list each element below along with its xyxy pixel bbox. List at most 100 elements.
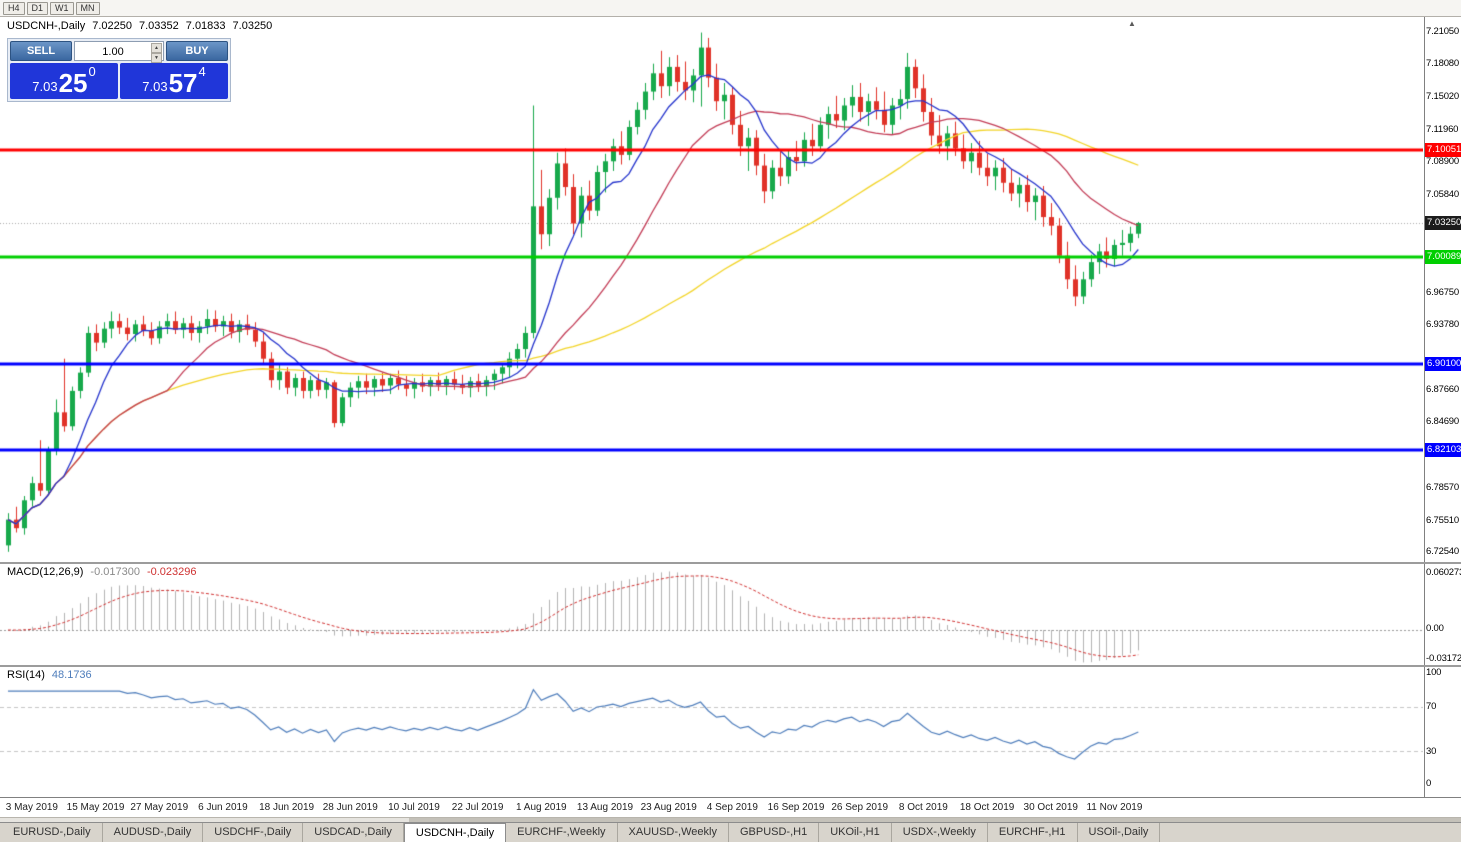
sell-price-main: 7.03 [32, 79, 58, 94]
rsi-axis-70: 70 [1426, 701, 1437, 712]
open-value: 7.02250 [92, 20, 132, 32]
volume-input[interactable] [75, 43, 163, 61]
scrollbar-thumb[interactable] [409, 818, 1461, 822]
buy-button[interactable]: BUY [166, 41, 228, 61]
chart-tab[interactable]: EURUSD-,Daily [2, 823, 103, 842]
one-click-trading-panel: SELL ▲ ▼ BUY 7.03 25 0 7.03 [7, 38, 231, 102]
timeframe-mn-button[interactable]: MN [75, 1, 100, 15]
chart-tab[interactable]: USDX-,Weekly [892, 823, 988, 842]
date-axis-label: 11 Nov 2019 [1086, 802, 1143, 813]
date-axis-label: 23 Aug 2019 [640, 802, 697, 813]
date-axis-label: 26 Sep 2019 [831, 802, 889, 813]
price-axis-label: 7.15020 [1426, 90, 1459, 102]
macd-canvas[interactable] [0, 564, 1423, 665]
price-axis-label: 6.93780 [1426, 318, 1459, 330]
symbol-period-label: USDCNH-,Daily [7, 20, 86, 32]
buy-price-button[interactable]: 7.03 57 4 [120, 63, 228, 99]
macd-label: MACD(12,26,9) -0.017300 -0.023296 [7, 566, 197, 578]
date-axis-label: 18 Oct 2019 [959, 802, 1015, 813]
date-axis-label: 1 Aug 2019 [516, 802, 567, 813]
chart-tab[interactable]: USOil-,Daily [1078, 823, 1161, 842]
chart-tab[interactable]: XAUUSD-,Weekly [618, 823, 729, 842]
rsi-axis-100: 100 [1426, 667, 1442, 678]
chart-tab[interactable]: USDCHF-,Daily [203, 823, 304, 842]
rsi-pane: RSI(14) 48.1736 100 70 30 0 [0, 667, 1461, 797]
chart-title: USDCNH-,Daily 7.02250 7.03352 7.01833 7.… [7, 20, 272, 32]
macd-pane: MACD(12,26,9) -0.017300 -0.023296 0.0602… [0, 564, 1461, 665]
current-price-tag: 7.03250 [1425, 215, 1461, 230]
date-axis-label: 16 Sep 2019 [767, 802, 825, 813]
chart-tabs-bar: EURUSD-,Daily AUDUSD-,Daily USDCHF-,Daily U… [0, 822, 1461, 842]
rsi-canvas[interactable] [0, 667, 1423, 797]
date-axis-label: 27 May 2019 [130, 802, 189, 813]
rsi-axis-0: 0 [1426, 778, 1432, 789]
price-axis-label: 7.11960 [1426, 123, 1459, 135]
chart-tab[interactable]: EURCHF-,H1 [988, 823, 1078, 842]
price-chart-canvas[interactable] [0, 17, 1423, 562]
level-price-tag: 6.90100 [1425, 357, 1461, 372]
timeframe-w1-button[interactable]: W1 [50, 1, 74, 15]
price-axis[interactable]: 7.21050 7.18080 7.15020 7.11960 7.08900 7.058… [1424, 17, 1461, 562]
macd-axis: 0.060273 0.00 -0.031725 [1424, 564, 1461, 665]
sell-price-superscript: 0 [88, 64, 96, 79]
price-axis-label: 6.72540 [1426, 546, 1459, 558]
pane-splitter[interactable] [0, 665, 1461, 667]
chart-tab[interactable]: EURCHF-,Weekly [506, 823, 618, 842]
rsi-axis-30: 30 [1426, 746, 1437, 757]
buy-price-superscript: 4 [198, 64, 206, 79]
sell-price-button[interactable]: 7.03 25 0 [10, 63, 118, 99]
macd-axis-top: 0.060273 [1426, 567, 1461, 578]
timeframe-toolbar: H4 D1 W1 MN [0, 0, 1461, 17]
date-axis-label: 13 Aug 2019 [576, 802, 634, 813]
volume-decrease-button[interactable]: ▼ [151, 53, 162, 63]
price-axis-label: 6.96750 [1426, 286, 1459, 298]
volume-increase-button[interactable]: ▲ [151, 43, 162, 53]
timeframe-h4-button[interactable]: H4 [3, 1, 25, 15]
buy-price-main: 7.03 [142, 79, 168, 94]
date-axis-label: 30 Oct 2019 [1023, 802, 1078, 813]
sell-button[interactable]: SELL [10, 41, 72, 61]
macd-signal-value: -0.023296 [146, 566, 197, 578]
date-axis-label: 4 Sep 2019 [706, 802, 758, 813]
buy-price-big: 57 [168, 68, 198, 98]
timeframe-d1-button[interactable]: D1 [26, 1, 49, 15]
pane-splitter[interactable] [0, 562, 1461, 564]
rsi-name: RSI(14) [7, 669, 45, 681]
chart-tab[interactable]: AUDUSD-,Daily [103, 823, 204, 842]
chart-tab[interactable]: UKOil-,H1 [819, 823, 892, 842]
close-value: 7.03250 [232, 20, 273, 32]
date-axis-label: 18 Jun 2019 [259, 802, 315, 813]
high-value: 7.03352 [139, 20, 179, 32]
rsi-label: RSI(14) 48.1736 [7, 669, 92, 681]
date-axis-label: 6 Jun 2019 [198, 802, 248, 813]
date-axis-label: 8 Oct 2019 [898, 802, 948, 813]
date-axis: 3 May 2019 15 May 2019 27 May 2019 6 Jun 20… [0, 797, 1461, 817]
chart-tab[interactable]: USDCNH-,Daily [403, 823, 507, 842]
rsi-axis: 100 70 30 0 [1424, 667, 1461, 797]
price-axis-label: 7.21050 [1426, 26, 1459, 38]
level-price-tag: 6.82103 [1425, 442, 1461, 457]
volume-field: ▲ ▼ [74, 41, 164, 63]
date-axis-label: 10 Jul 2019 [388, 802, 440, 813]
horizontal-scrollbar[interactable] [0, 817, 1461, 822]
price-axis-label: 7.18080 [1426, 57, 1459, 69]
price-axis-label: 6.75510 [1426, 514, 1459, 526]
date-axis-label: 3 May 2019 [5, 802, 59, 813]
rsi-value: 48.1736 [51, 669, 92, 681]
low-value: 7.01833 [185, 20, 226, 32]
level-price-tag: 7.10051 [1425, 143, 1461, 158]
macd-main-value: -0.017300 [90, 566, 140, 578]
sell-price-big: 25 [58, 68, 88, 98]
volume-spinner: ▲ ▼ [151, 43, 162, 63]
chart-tab[interactable]: USDCAD-,Daily [303, 823, 404, 842]
chart-window: ▲ USDCNH-,Daily 7.02250 7.03352 7.01833 … [0, 17, 1461, 817]
price-axis-label: 6.87660 [1426, 384, 1459, 396]
chart-tab[interactable]: GBPUSD-,H1 [729, 823, 820, 842]
date-axis-label: 15 May 2019 [66, 802, 125, 813]
macd-axis-zero: 0.00 [1426, 623, 1444, 634]
chart-shift-marker[interactable]: ▲ [1128, 19, 1136, 28]
price-pane: ▲ USDCNH-,Daily 7.02250 7.03352 7.01833 … [0, 17, 1461, 562]
date-axis-label: 28 Jun 2019 [322, 802, 378, 813]
price-axis-label: 7.08900 [1426, 156, 1459, 168]
level-price-tag: 7.00089 [1425, 249, 1461, 264]
